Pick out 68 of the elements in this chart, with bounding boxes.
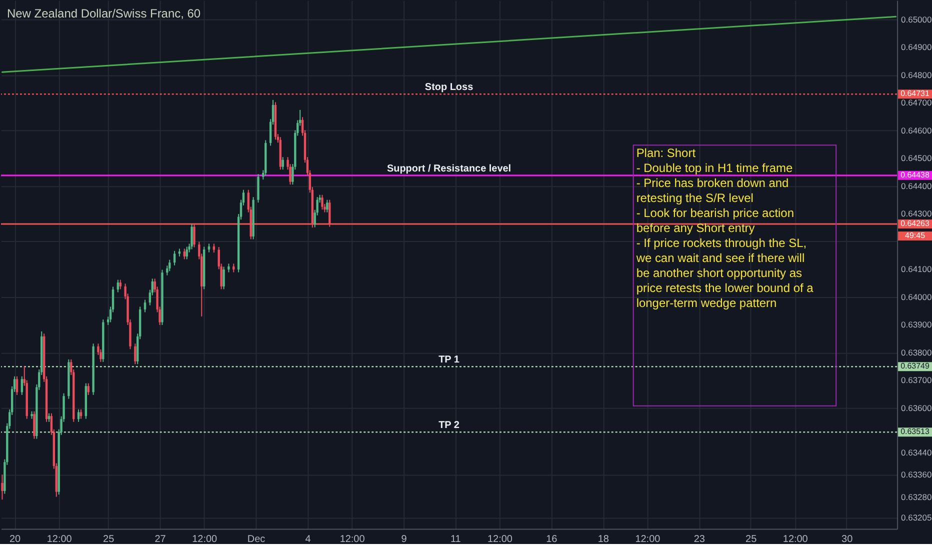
x-tick-label: 11 xyxy=(450,534,462,546)
y-tick-label: 0.65000 xyxy=(901,14,932,24)
y-tick-label: 0.63700 xyxy=(901,375,932,386)
candlestick xyxy=(16,376,18,396)
y-tick-label: 0.63440 xyxy=(901,447,932,458)
candlestick xyxy=(1,474,4,500)
candlestick xyxy=(326,199,328,213)
candlestick xyxy=(190,223,193,250)
y-tick-label: 0.63800 xyxy=(901,347,932,358)
candlestick xyxy=(77,408,80,422)
x-tick-label: Dec xyxy=(247,534,266,546)
x-tick-label: 12:00 xyxy=(488,534,513,546)
x-tick-label: 12:00 xyxy=(46,534,72,546)
x-tick-label: 16 xyxy=(546,534,558,546)
y-tick-label: 0.64300 xyxy=(901,208,932,219)
x-tick-label: 4 xyxy=(305,534,312,546)
candlestick xyxy=(134,343,136,365)
ref-line-label: Stop Loss xyxy=(424,82,474,94)
ref-line-label: TP 1 xyxy=(438,354,460,366)
x-tick-label: 25 xyxy=(103,534,115,546)
x-tick-label: 12:00 xyxy=(192,534,218,546)
y-tick-label: 0.63205 xyxy=(901,512,932,523)
y-tick-label: 0.64500 xyxy=(901,153,932,164)
y-tick-label: 0.64800 xyxy=(901,70,932,80)
candlestick xyxy=(222,266,225,290)
candlestick xyxy=(80,408,82,420)
text: 49:45 xyxy=(905,230,926,240)
x-tick-label: 12:00 xyxy=(340,534,366,546)
x-tick-label: 25 xyxy=(746,534,758,546)
text: 0.63749 xyxy=(900,362,930,371)
candlestick xyxy=(183,248,186,260)
y-tick-label: 0.63900 xyxy=(901,320,932,330)
y-tick-label: 0.63600 xyxy=(901,402,932,413)
text: 0.63513 xyxy=(900,427,930,436)
ref-line-label: TP 2 xyxy=(438,420,460,432)
y-tick-label: 0.64600 xyxy=(901,125,932,136)
x-tick-label: 12:00 xyxy=(782,534,808,546)
x-tick-label: 18 xyxy=(598,534,610,546)
text: 0.64438 xyxy=(900,170,930,180)
candlestick xyxy=(168,259,171,272)
text: 0.64263 xyxy=(900,218,930,228)
candlestick xyxy=(257,174,260,204)
text: New Zealand Dollar/Swiss Franc, 60 xyxy=(6,6,201,20)
y-tick-label: 0.63280 xyxy=(901,492,932,502)
y-tick-label: 0.64000 xyxy=(901,292,932,302)
x-tick-label: 12:00 xyxy=(635,534,661,546)
y-tick-label: 0.63360 xyxy=(901,470,932,480)
candlestick xyxy=(173,250,176,266)
y-tick-label: 0.64400 xyxy=(901,180,932,191)
candlestick xyxy=(119,279,122,290)
text: 0.64731 xyxy=(900,89,930,98)
candlestick xyxy=(116,279,120,293)
candlestick xyxy=(321,194,324,210)
text: Plan: Short - Double top in H1 time frame - Price has broken down and retesting the S/R level - Look for bearish price action before any Short entry - If price rockets through the SL, we can wait and see if there will be another short opportunity as price retests the lower bound of a longer-term wedge pattern xyxy=(636,146,814,310)
ref-line-label: Support / Resistance level xyxy=(386,163,512,174)
candlestick xyxy=(20,376,24,396)
y-tick-label: 0.64700 xyxy=(901,98,932,108)
candlestick xyxy=(282,156,284,170)
x-tick-label: 23 xyxy=(694,534,706,546)
x-tick-label: 20 xyxy=(9,534,22,546)
y-tick-label: 0.64900 xyxy=(901,42,932,52)
x-tick-label: 30 xyxy=(842,534,854,546)
candlestick xyxy=(186,246,188,260)
x-tick-label: 9 xyxy=(401,534,408,546)
y-tick-label: 0.64100 xyxy=(901,264,932,274)
candlestick xyxy=(33,410,36,440)
x-tick-label: 27 xyxy=(154,534,166,546)
candlestick xyxy=(144,299,146,313)
